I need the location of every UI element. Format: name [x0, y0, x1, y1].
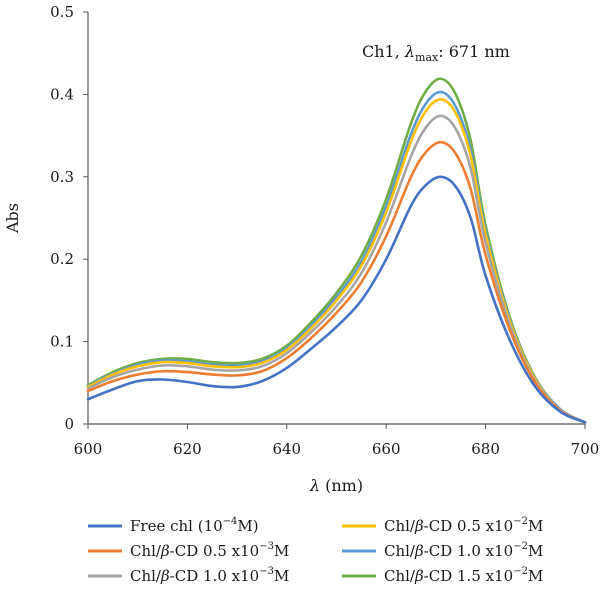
legend-label-4: Chl/β-CD 0.5 x10−2M — [384, 516, 543, 535]
series-line-2 — [86, 140, 587, 424]
legend-text: -CD 1.0 x10 — [170, 567, 260, 585]
legend-superscript: −4 — [223, 516, 238, 527]
series-line-5 — [86, 90, 587, 424]
legend-text: Chl/ — [384, 567, 416, 585]
x-tick-label: 680 — [471, 440, 500, 458]
legend-text: Chl/ — [384, 542, 416, 560]
legend-text: -CD 1.0 x10 — [424, 542, 514, 560]
series-line-4 — [86, 98, 587, 424]
legend-text: -CD 1.5 x10 — [424, 567, 514, 585]
x-tick-label: 660 — [372, 440, 401, 458]
legend-beta: β — [414, 567, 424, 585]
legend-text: M) — [237, 517, 258, 535]
x-tick-label: 640 — [272, 440, 301, 458]
legend-superscript: −2 — [513, 566, 528, 577]
x-axis-label: λ (nm) — [309, 476, 363, 495]
legend-superscript: −3 — [259, 566, 274, 577]
lambda-max-annotation: Ch1, λmax: 671 nm — [362, 42, 510, 64]
y-tick-label: 0.5 — [50, 3, 74, 21]
annotation-suffix: : 671 nm — [438, 42, 510, 61]
legend-beta: β — [160, 542, 170, 560]
x-tick-label: 600 — [74, 440, 103, 458]
x-axis-label-symbol: λ — [309, 476, 320, 495]
legend-label-1: Free chl (10−4M) — [130, 516, 259, 535]
legend-text: M — [528, 542, 543, 560]
legend-text: M — [528, 567, 543, 585]
legend-text: M — [274, 567, 289, 585]
legend-superscript: −3 — [259, 541, 274, 552]
y-tick-label: 0.4 — [50, 85, 74, 103]
legend-superscript: −2 — [513, 516, 528, 527]
x-tick-label: 700 — [571, 440, 600, 458]
legend: Free chl (10−4M)Chl/β-CD 0.5 x10−3MChl/β… — [88, 516, 543, 585]
axes: 0 0.1 0.2 0.3 0.4 0.5 600 620 640 660 680 700 Abs λ (… — [3, 3, 599, 495]
series-line-1 — [86, 175, 587, 424]
legend-label-3: Chl/β-CD 1.0 x10−3M — [130, 566, 289, 585]
annotation-subscript: max — [415, 51, 439, 64]
legend-superscript: −2 — [513, 541, 528, 552]
legend-text: Chl/ — [130, 567, 162, 585]
legend-text: Free chl (10 — [130, 517, 223, 535]
series-line-3 — [86, 114, 587, 424]
legend-beta: β — [414, 517, 424, 535]
legend-text: -CD 0.5 x10 — [424, 517, 514, 535]
series-lines — [86, 77, 587, 424]
y-tick-label: 0.1 — [50, 333, 74, 351]
legend-beta: β — [160, 567, 170, 585]
x-tick-label: 620 — [173, 440, 202, 458]
legend-text: Chl/ — [384, 517, 416, 535]
legend-text: Chl/ — [130, 542, 162, 560]
y-tick-label: 0.2 — [50, 250, 74, 268]
annotation-prefix: Ch1, — [362, 42, 405, 61]
y-axis-label: Abs — [3, 203, 22, 234]
x-axis-label-unit: (nm) — [320, 476, 363, 495]
legend-text: M — [528, 517, 543, 535]
legend-beta: β — [414, 542, 424, 560]
legend-label-6: Chl/β-CD 1.5 x10−2M — [384, 566, 543, 585]
y-tick-label: 0 — [64, 415, 74, 433]
legend-text: -CD 0.5 x10 — [170, 542, 260, 560]
y-tick-label: 0.3 — [50, 168, 74, 186]
legend-label-5: Chl/β-CD 1.0 x10−2M — [384, 541, 543, 560]
annotation-lambda: λ — [404, 42, 415, 61]
legend-label-2: Chl/β-CD 0.5 x10−3M — [130, 541, 289, 560]
legend-text: M — [274, 542, 289, 560]
